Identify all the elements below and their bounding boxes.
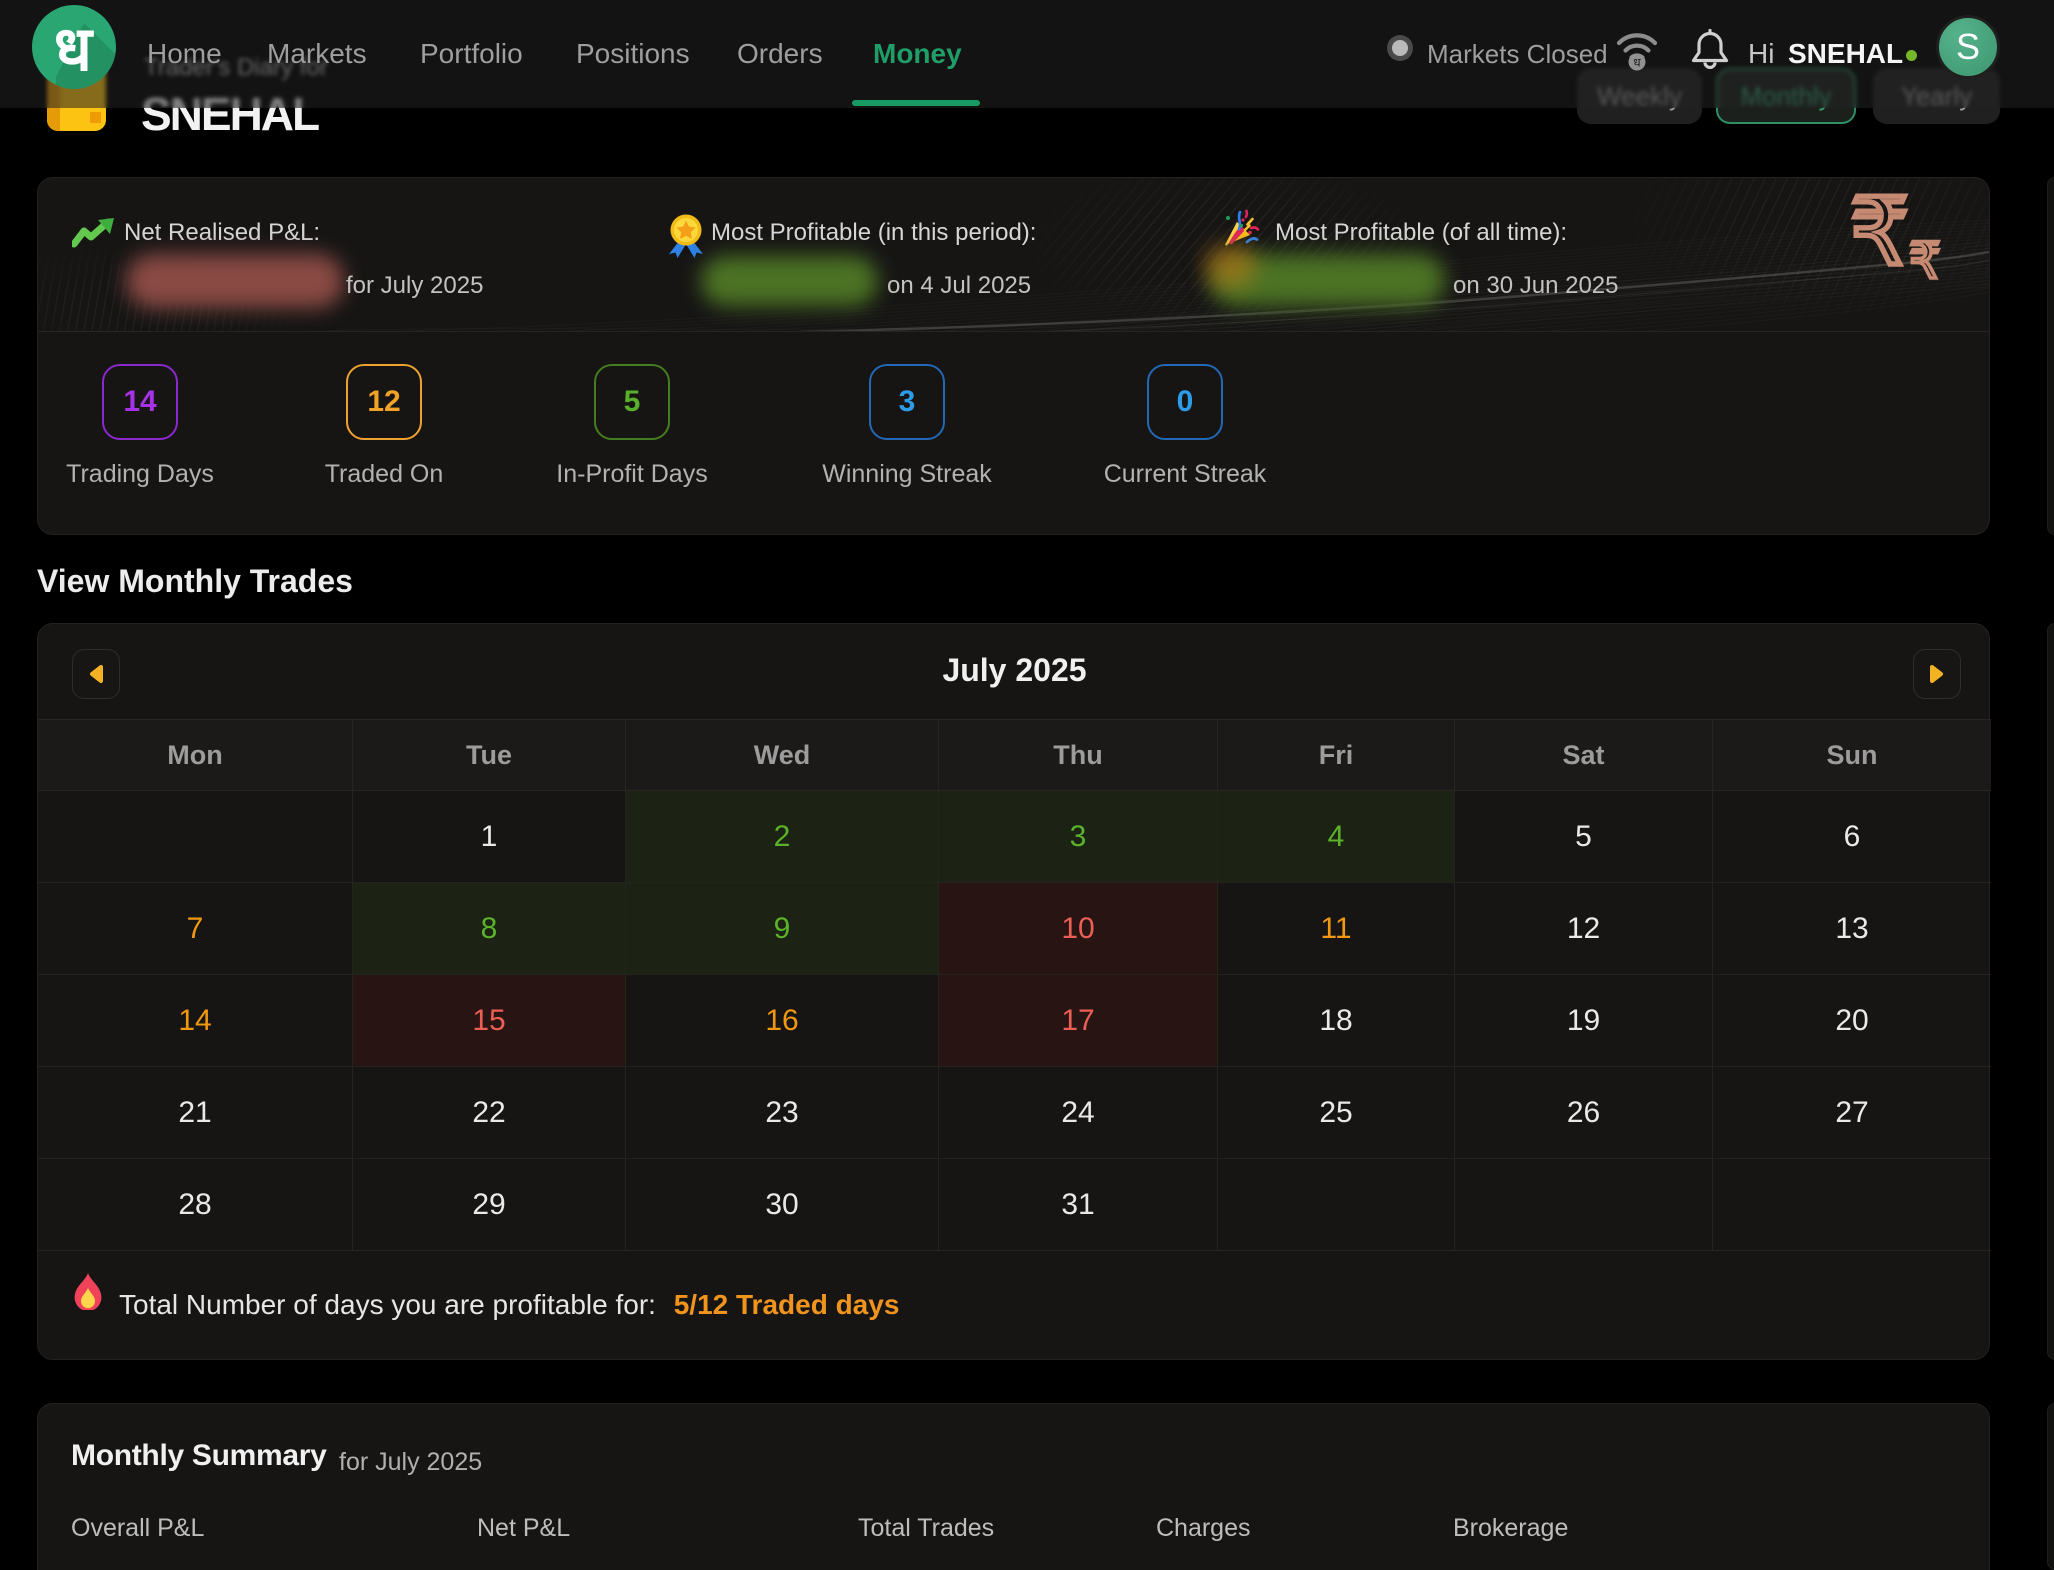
svg-text:ध: ध [54, 15, 94, 84]
svg-text:ध: ध [1633, 56, 1641, 70]
